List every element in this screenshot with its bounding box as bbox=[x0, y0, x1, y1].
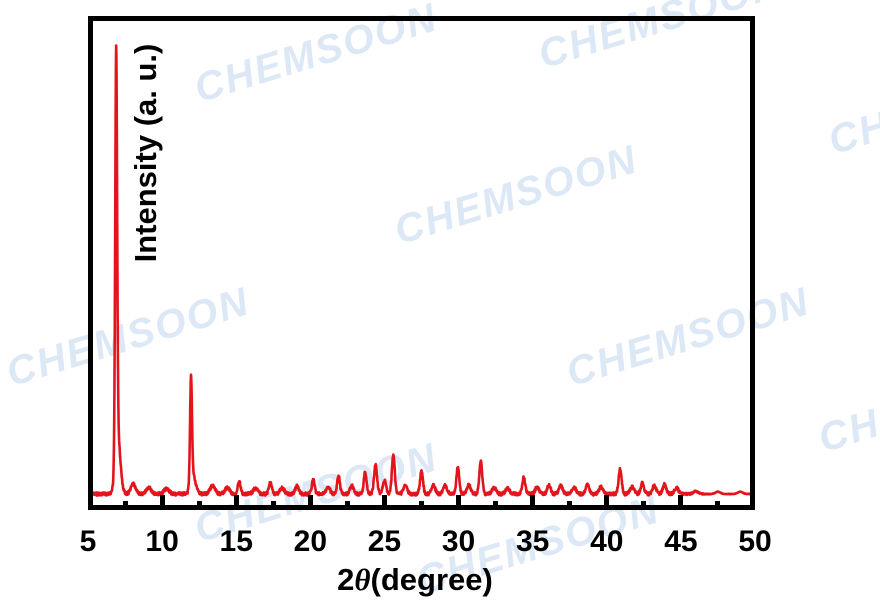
x-axis-title-prefix: 2 bbox=[337, 562, 355, 597]
x-tick-major bbox=[530, 495, 536, 510]
plot-area bbox=[88, 16, 755, 510]
xrd-curve bbox=[88, 44, 755, 497]
x-tick-label: 40 bbox=[590, 525, 624, 558]
x-tick-label: 50 bbox=[738, 525, 772, 558]
x-tick-label: 25 bbox=[367, 525, 402, 558]
x-tick-minor bbox=[419, 501, 424, 510]
watermark-text: CHEMSOON bbox=[823, 47, 880, 164]
x-tick-minor bbox=[641, 501, 647, 510]
x-tick-label: 20 bbox=[293, 525, 328, 558]
plot-frame bbox=[88, 16, 755, 510]
x-tick-minor bbox=[344, 501, 350, 510]
x-tick-major bbox=[233, 495, 239, 510]
x-tick-major bbox=[159, 495, 165, 510]
x-tick-minor bbox=[715, 501, 721, 510]
x-axis-title: 2θ(degree) bbox=[0, 562, 830, 598]
x-tick-label: 30 bbox=[441, 525, 476, 558]
x-tick-minor bbox=[567, 501, 573, 510]
x-tick-major bbox=[307, 495, 313, 510]
x-tick-label: 45 bbox=[664, 525, 698, 558]
watermark-text: CHEMSOON bbox=[813, 345, 880, 462]
x-tick-major bbox=[88, 495, 93, 510]
x-tick-label: 10 bbox=[145, 525, 179, 558]
x-tick-major bbox=[678, 495, 684, 510]
x-tick-major bbox=[604, 495, 610, 510]
x-tick-label: 5 bbox=[79, 525, 97, 558]
x-tick-label: 15 bbox=[219, 525, 253, 558]
x-tick-major bbox=[750, 495, 755, 510]
x-tick-major bbox=[456, 495, 462, 510]
y-axis-title: Intensity (a. u.) bbox=[128, 43, 163, 263]
x-tick-minor bbox=[122, 501, 128, 510]
theta-symbol: θ bbox=[354, 562, 371, 597]
x-tick-minor bbox=[196, 501, 202, 510]
x-tick-minor bbox=[270, 501, 276, 510]
x-tick-label: 35 bbox=[515, 525, 550, 558]
xrd-trace bbox=[88, 44, 755, 497]
x-tick-major bbox=[381, 495, 387, 510]
x-axis-title-suffix: (degree) bbox=[370, 562, 493, 597]
x-tick-minor bbox=[493, 501, 499, 510]
